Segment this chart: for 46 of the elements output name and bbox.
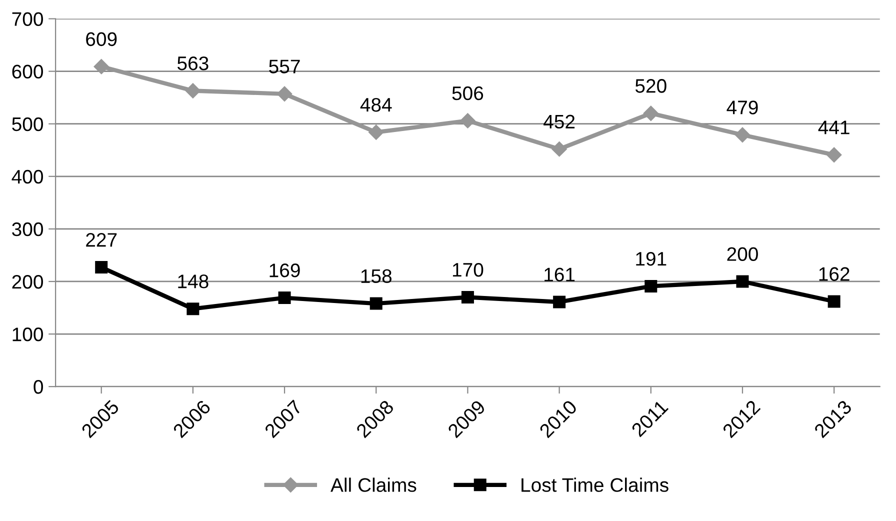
- data-label: 484: [360, 98, 392, 112]
- data-label: 506: [452, 86, 484, 100]
- legend-label: All Claims: [330, 478, 416, 492]
- data-label: 200: [727, 247, 758, 261]
- data-label: 563: [177, 56, 208, 70]
- data-label: 452: [544, 114, 575, 129]
- point: [828, 295, 840, 308]
- y-tick-label: 700: [12, 12, 43, 26]
- y-tick-label: 200: [12, 274, 43, 289]
- data-label: 191: [636, 252, 666, 266]
- point: [553, 296, 566, 308]
- data-label: 609: [86, 32, 117, 46]
- point: [95, 261, 108, 274]
- data-label: 170: [452, 262, 484, 277]
- point: [461, 291, 474, 304]
- y-tick-label: 300: [12, 222, 43, 236]
- data-label: 227: [86, 233, 117, 247]
- point: [643, 106, 658, 121]
- data-label: 479: [726, 100, 758, 114]
- point: [368, 124, 384, 140]
- data-label: 520: [635, 79, 666, 93]
- legend-label: Lost Time Claims: [522, 478, 668, 492]
- point: [460, 113, 476, 128]
- point: [734, 127, 750, 142]
- y-tick-label: 400: [12, 170, 43, 184]
- data-label: 162: [819, 267, 850, 281]
- data-label: 148: [178, 274, 208, 288]
- data-label: 158: [361, 269, 392, 284]
- data-label: 169: [270, 264, 300, 278]
- data-label: 441: [818, 120, 850, 134]
- point: [94, 59, 109, 74]
- data-label: 557: [269, 60, 300, 74]
- point: [276, 86, 292, 102]
- point: [736, 275, 749, 288]
- y-tick-label: 0: [34, 380, 43, 394]
- point: [370, 297, 382, 310]
- point: [278, 292, 291, 304]
- point: [552, 142, 567, 157]
- point: [186, 302, 200, 316]
- y-tick-label: 500: [12, 117, 43, 132]
- point: [185, 83, 201, 98]
- point: [826, 147, 842, 162]
- point: [644, 280, 658, 292]
- data-label: 161: [544, 268, 575, 282]
- y-tick-label: 600: [12, 64, 43, 79]
- y-tick-label: 100: [12, 328, 43, 342]
